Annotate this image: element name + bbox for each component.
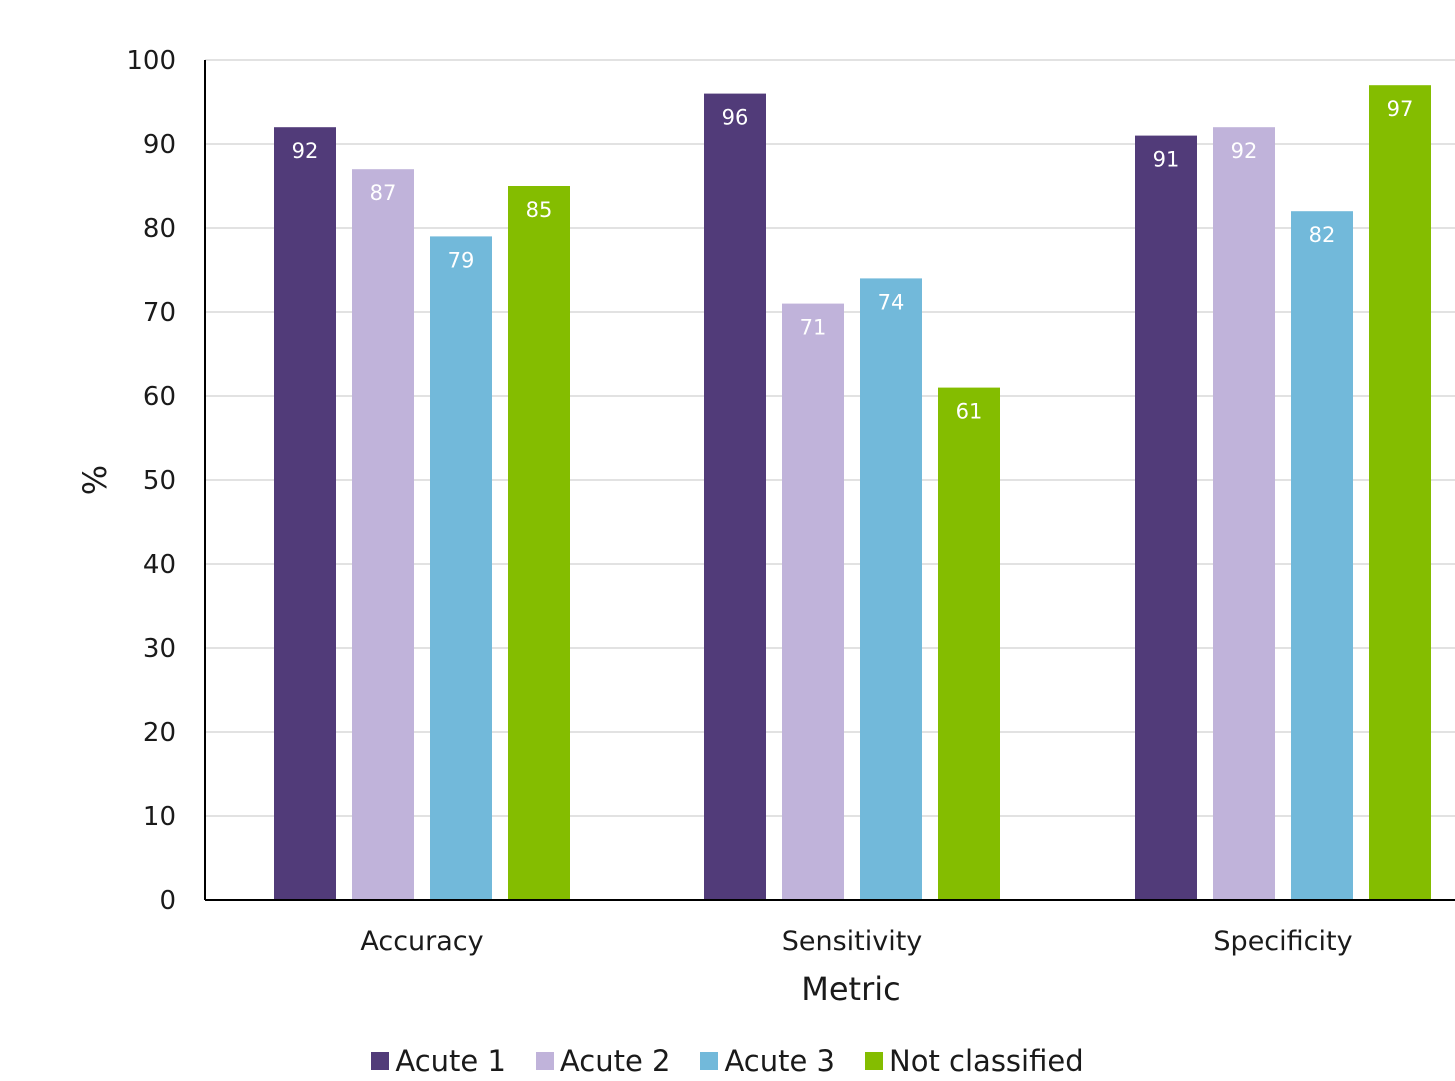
data-label: 87: [370, 181, 397, 205]
bar-acute-2-accuracy: [352, 169, 414, 900]
bar-not-classified-accuracy: [508, 186, 570, 900]
bar-acute-1-accuracy: [274, 127, 336, 900]
category-label: Accuracy: [360, 926, 483, 957]
legend-item: Not classified: [865, 1044, 1084, 1078]
y-tick-labels: 0 10 20 30 40 50 60 70 80 90 100: [126, 46, 176, 916]
data-labels: 92 87 79 85 96 71 74 61 91 92 82 97: [292, 97, 1414, 423]
legend-label: Acute 2: [559, 1044, 671, 1078]
legend: Acute 1 Acute 2 Acute 3 Not classified: [0, 1041, 1455, 1081]
y-axis-title: %: [76, 465, 114, 495]
y-tick-label: 10: [143, 802, 176, 832]
data-label: 79: [448, 248, 475, 272]
y-tick-label: 90: [143, 130, 176, 160]
y-tick-label: 40: [143, 550, 176, 580]
bar-acute-2-specificity: [1213, 127, 1275, 900]
y-tick-label: 30: [143, 634, 176, 664]
bar-acute-3-accuracy: [430, 236, 492, 900]
y-tick-label: 60: [143, 382, 176, 412]
bar-not-classified-specificity: [1369, 85, 1431, 900]
legend-label: Acute 3: [724, 1044, 836, 1078]
bar-acute-3-specificity: [1291, 211, 1353, 900]
data-label: 74: [878, 290, 905, 314]
x-axis-title: Metric: [801, 970, 900, 1008]
category-labels: Accuracy Sensitivity Specificity: [360, 926, 1352, 957]
bar-acute-3-sensitivity: [860, 278, 922, 900]
y-tick-label: 70: [143, 298, 176, 328]
legend-swatch: [371, 1052, 390, 1070]
bar-acute-1-sensitivity: [704, 93, 766, 901]
data-label: 92: [1231, 139, 1258, 163]
data-label: 97: [1387, 97, 1414, 121]
bars: [274, 85, 1431, 901]
y-tick-label: 100: [126, 46, 176, 76]
bar-acute-1-specificity: [1135, 135, 1197, 901]
data-label: 71: [800, 316, 827, 340]
data-label: 92: [292, 139, 319, 163]
category-label: Sensitivity: [782, 926, 923, 957]
data-label: 61: [956, 400, 983, 424]
data-label: 85: [526, 198, 553, 222]
data-label: 96: [722, 106, 749, 130]
data-label: 82: [1309, 223, 1336, 247]
legend-label: Not classified: [889, 1044, 1084, 1078]
legend-item: Acute 2: [535, 1044, 671, 1078]
category-label: Specificity: [1213, 926, 1352, 957]
legend-item: Acute 3: [700, 1044, 835, 1078]
y-tick-label: 0: [159, 886, 176, 916]
legend-label: Acute 1: [395, 1044, 506, 1078]
data-label: 91: [1153, 148, 1180, 172]
legend-swatch: [865, 1052, 884, 1070]
legend-swatch: [700, 1052, 719, 1070]
y-tick-label: 80: [143, 214, 176, 244]
bar-acute-2-sensitivity: [782, 303, 844, 901]
y-tick-label: 50: [143, 466, 176, 496]
legend-swatch: [535, 1052, 554, 1070]
legend-item: Acute 1: [371, 1044, 506, 1078]
y-tick-label: 20: [143, 718, 176, 748]
bar-not-classified-sensitivity: [938, 387, 1000, 901]
